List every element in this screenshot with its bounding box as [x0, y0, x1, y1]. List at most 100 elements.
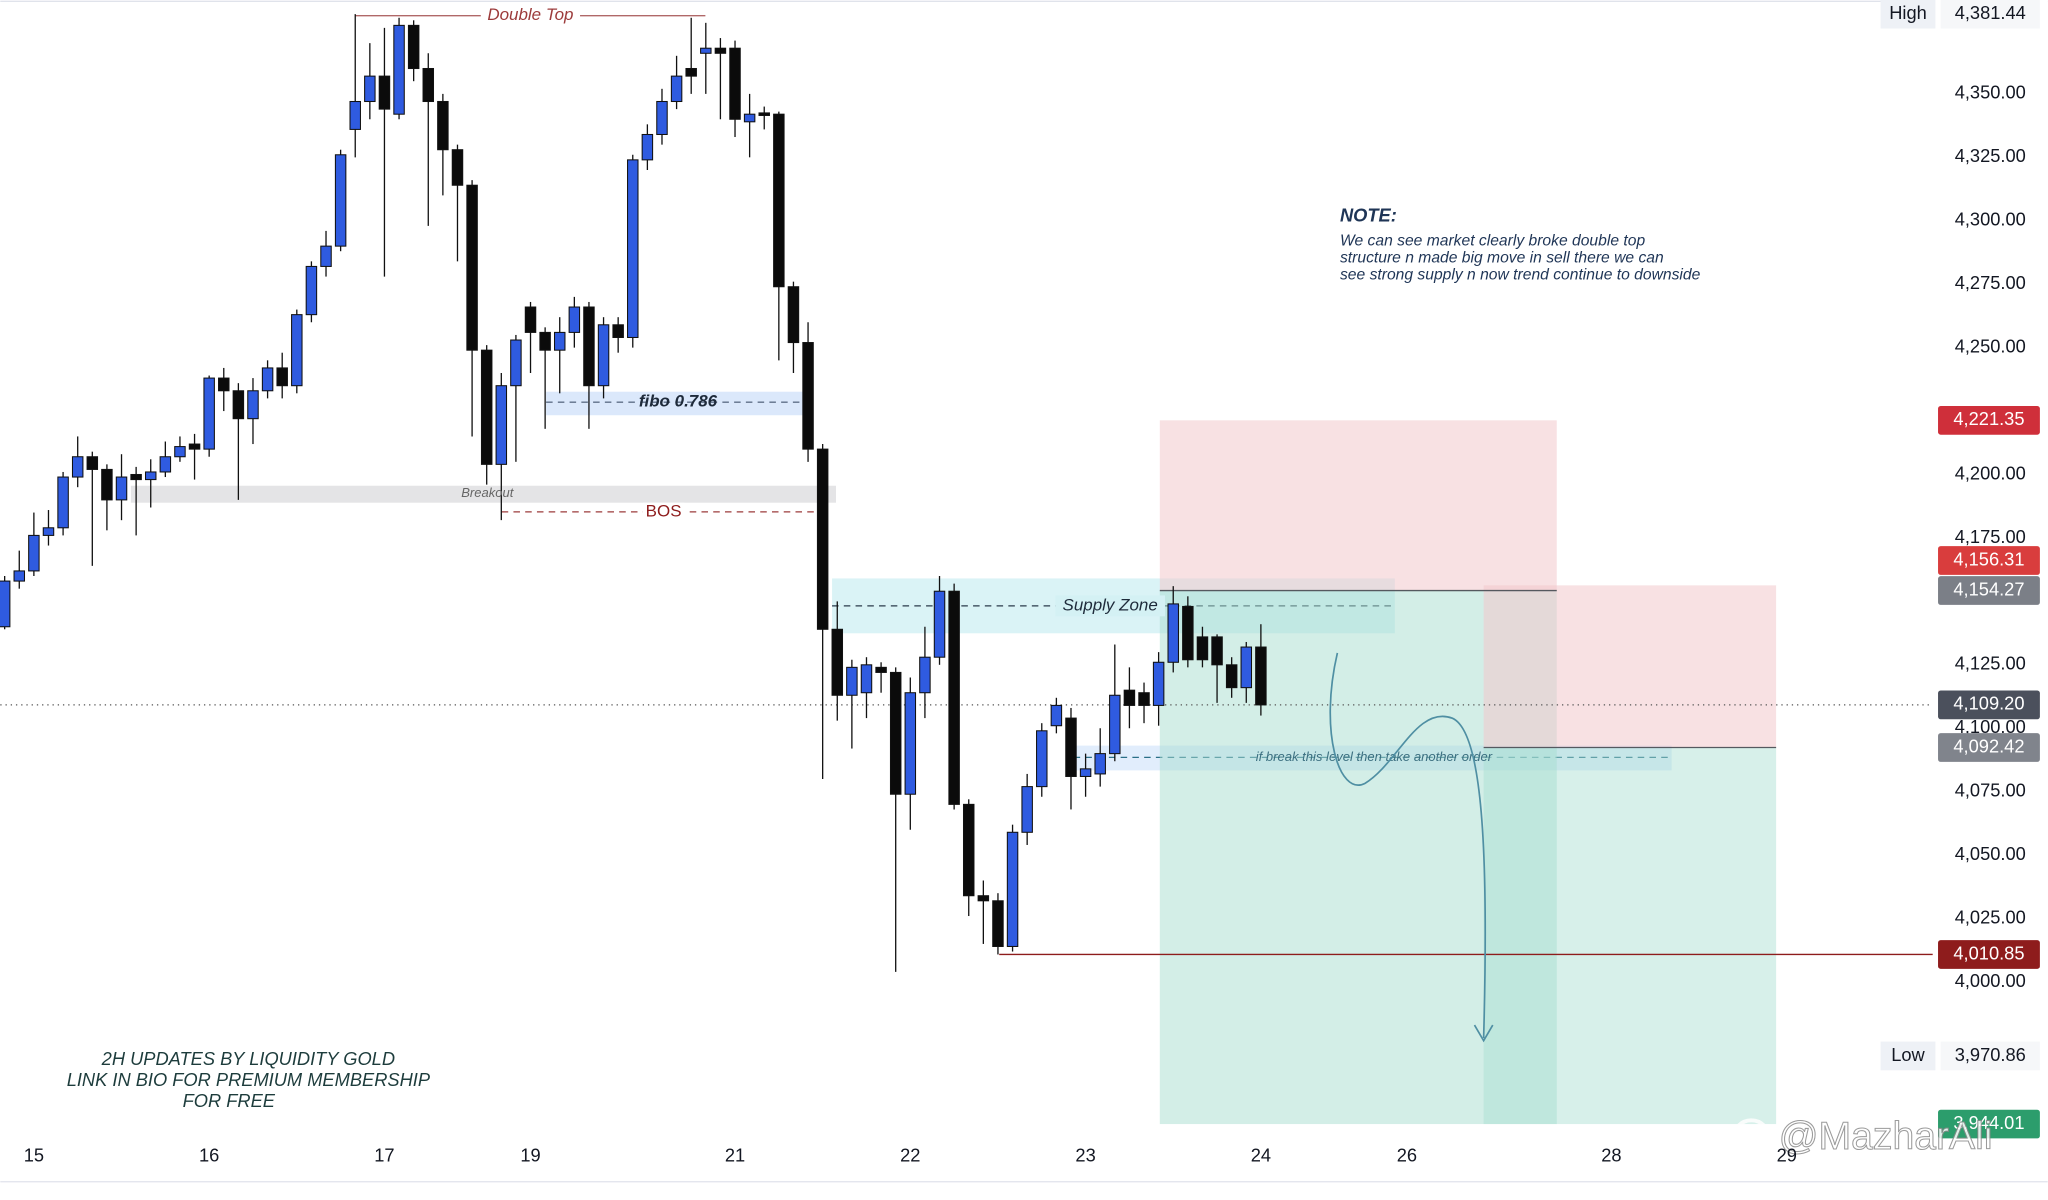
candle-body	[349, 100, 361, 130]
candle-body	[933, 590, 946, 658]
double-top-label: Double Top	[487, 5, 573, 24]
candle-body	[510, 339, 522, 387]
candle-body	[919, 656, 931, 694]
note-line: structure n made big move in sell there …	[1340, 250, 1664, 267]
candle-body	[539, 331, 551, 351]
candle-body	[144, 471, 157, 481]
price-label-box	[1938, 733, 2040, 762]
x-tick-label: 15	[24, 1145, 44, 1166]
candle-body	[1006, 831, 1019, 947]
candle-body	[816, 448, 829, 630]
candle-body	[276, 367, 288, 387]
candle-body	[1094, 753, 1106, 775]
supply-label: Supply Zone	[1063, 595, 1158, 614]
arrow-head	[1473, 1024, 1494, 1043]
candle-body	[524, 306, 537, 333]
x-tick-label: 17	[374, 1145, 394, 1166]
candle-body	[831, 628, 844, 696]
price-axis: 4,350.00 4,325.00 4,300.00 4,275.00 4,250.00…	[1880, 0, 2048, 1181]
note-line: see strong supply n now trend continue t…	[1340, 267, 1701, 284]
annotations: Double Top fibo 0.786 Breakout BOS Suppl…	[67, 5, 1701, 1111]
high-label-text: High	[1889, 2, 1927, 23]
trade-zone	[1483, 585, 1777, 748]
candle-body	[1065, 717, 1077, 777]
price-label-box	[1938, 690, 2040, 720]
y-tick-label: 4,325.00	[1955, 145, 2026, 166]
candle-body	[1123, 689, 1136, 706]
low-label-text: Low	[1891, 1044, 1925, 1065]
double-top-bg	[480, 5, 581, 27]
candle-body	[904, 692, 917, 795]
candle-body	[875, 666, 887, 673]
y-tick-label: 4,300.00	[1955, 209, 2026, 230]
candle-body	[1182, 605, 1194, 661]
trade-zone	[1483, 747, 1777, 1125]
supply-bg	[1055, 595, 1166, 617]
x-tick-label: 28	[1601, 1145, 1621, 1166]
footer-line: 2H UPDATES BY LIQUIDITY GOLD	[101, 1048, 395, 1069]
y-tick-label: 4,200.00	[1955, 462, 2026, 483]
candle-body	[1167, 603, 1179, 663]
low-label-box	[1880, 1041, 1936, 1071]
candle-body	[115, 476, 128, 501]
price-label-text: 4,092.42	[1953, 735, 2024, 756]
footer-line: FOR FREE	[183, 1090, 276, 1111]
candle-body	[188, 443, 201, 450]
price-label-box	[1938, 405, 2040, 435]
candle-body	[670, 75, 683, 103]
watermark-text: @MazharAli	[1779, 1115, 1993, 1158]
price-label-text: 4,109.20	[1953, 693, 2024, 714]
x-tick-label: 24	[1251, 1145, 1271, 1166]
candle-body	[334, 154, 347, 247]
watermark-icon	[1731, 1118, 1772, 1159]
candle-body	[860, 664, 873, 694]
candle-body	[407, 24, 420, 70]
candle-body	[13, 570, 26, 582]
note-title: NOTE:	[1340, 205, 1397, 226]
y-tick-label: 4,050.00	[1955, 843, 2026, 864]
candle-body	[627, 159, 639, 339]
candle-body	[977, 895, 990, 902]
candle-body	[378, 75, 391, 110]
x-tick-label: 16	[199, 1145, 219, 1166]
bos-label: BOS	[646, 501, 682, 520]
y-tick-label: 4,250.00	[1955, 335, 2026, 356]
candle-body	[291, 314, 303, 387]
candle-body	[86, 456, 99, 470]
candle-body	[568, 306, 581, 333]
candle-body	[0, 580, 11, 628]
candle-body	[451, 149, 464, 186]
high-label-value: 4,381.44	[1955, 2, 2026, 23]
price-label-text: 4,010.85	[1953, 942, 2024, 963]
price-label-text: 3,944.01	[1953, 1112, 2024, 1133]
candle-body	[1079, 768, 1092, 777]
candle-body	[743, 113, 756, 123]
breakout-band	[130, 485, 836, 503]
candle-body	[437, 100, 449, 151]
candle-body	[130, 473, 142, 481]
candle-body	[393, 24, 405, 115]
candle-body	[159, 456, 172, 473]
high-label-value-bg	[1940, 0, 2040, 29]
y-tick-label: 4,100.00	[1955, 716, 2026, 737]
watermark-icon-note	[1739, 1124, 1766, 1155]
candle-body	[700, 47, 712, 54]
candle-body	[1211, 636, 1223, 666]
candle-body	[495, 385, 508, 465]
y-tick-label: 4,125.00	[1955, 653, 2026, 674]
candle-body	[57, 476, 69, 529]
x-tick-label: 22	[900, 1145, 920, 1166]
candle-body	[758, 112, 770, 116]
candle-body	[612, 324, 624, 339]
high-label-box	[1880, 0, 1936, 29]
candle-body	[948, 590, 960, 805]
candle-body	[656, 100, 668, 136]
candle-body	[583, 306, 595, 387]
candle-body	[787, 286, 800, 344]
note-line: We can see market clearly broke double t…	[1340, 233, 1645, 250]
candle-body	[174, 446, 186, 458]
projection-arrow	[1329, 652, 1487, 1039]
y-tick-label: 4,025.00	[1955, 906, 2026, 927]
price-label-box	[1938, 1109, 2040, 1139]
candle-body	[846, 666, 858, 696]
